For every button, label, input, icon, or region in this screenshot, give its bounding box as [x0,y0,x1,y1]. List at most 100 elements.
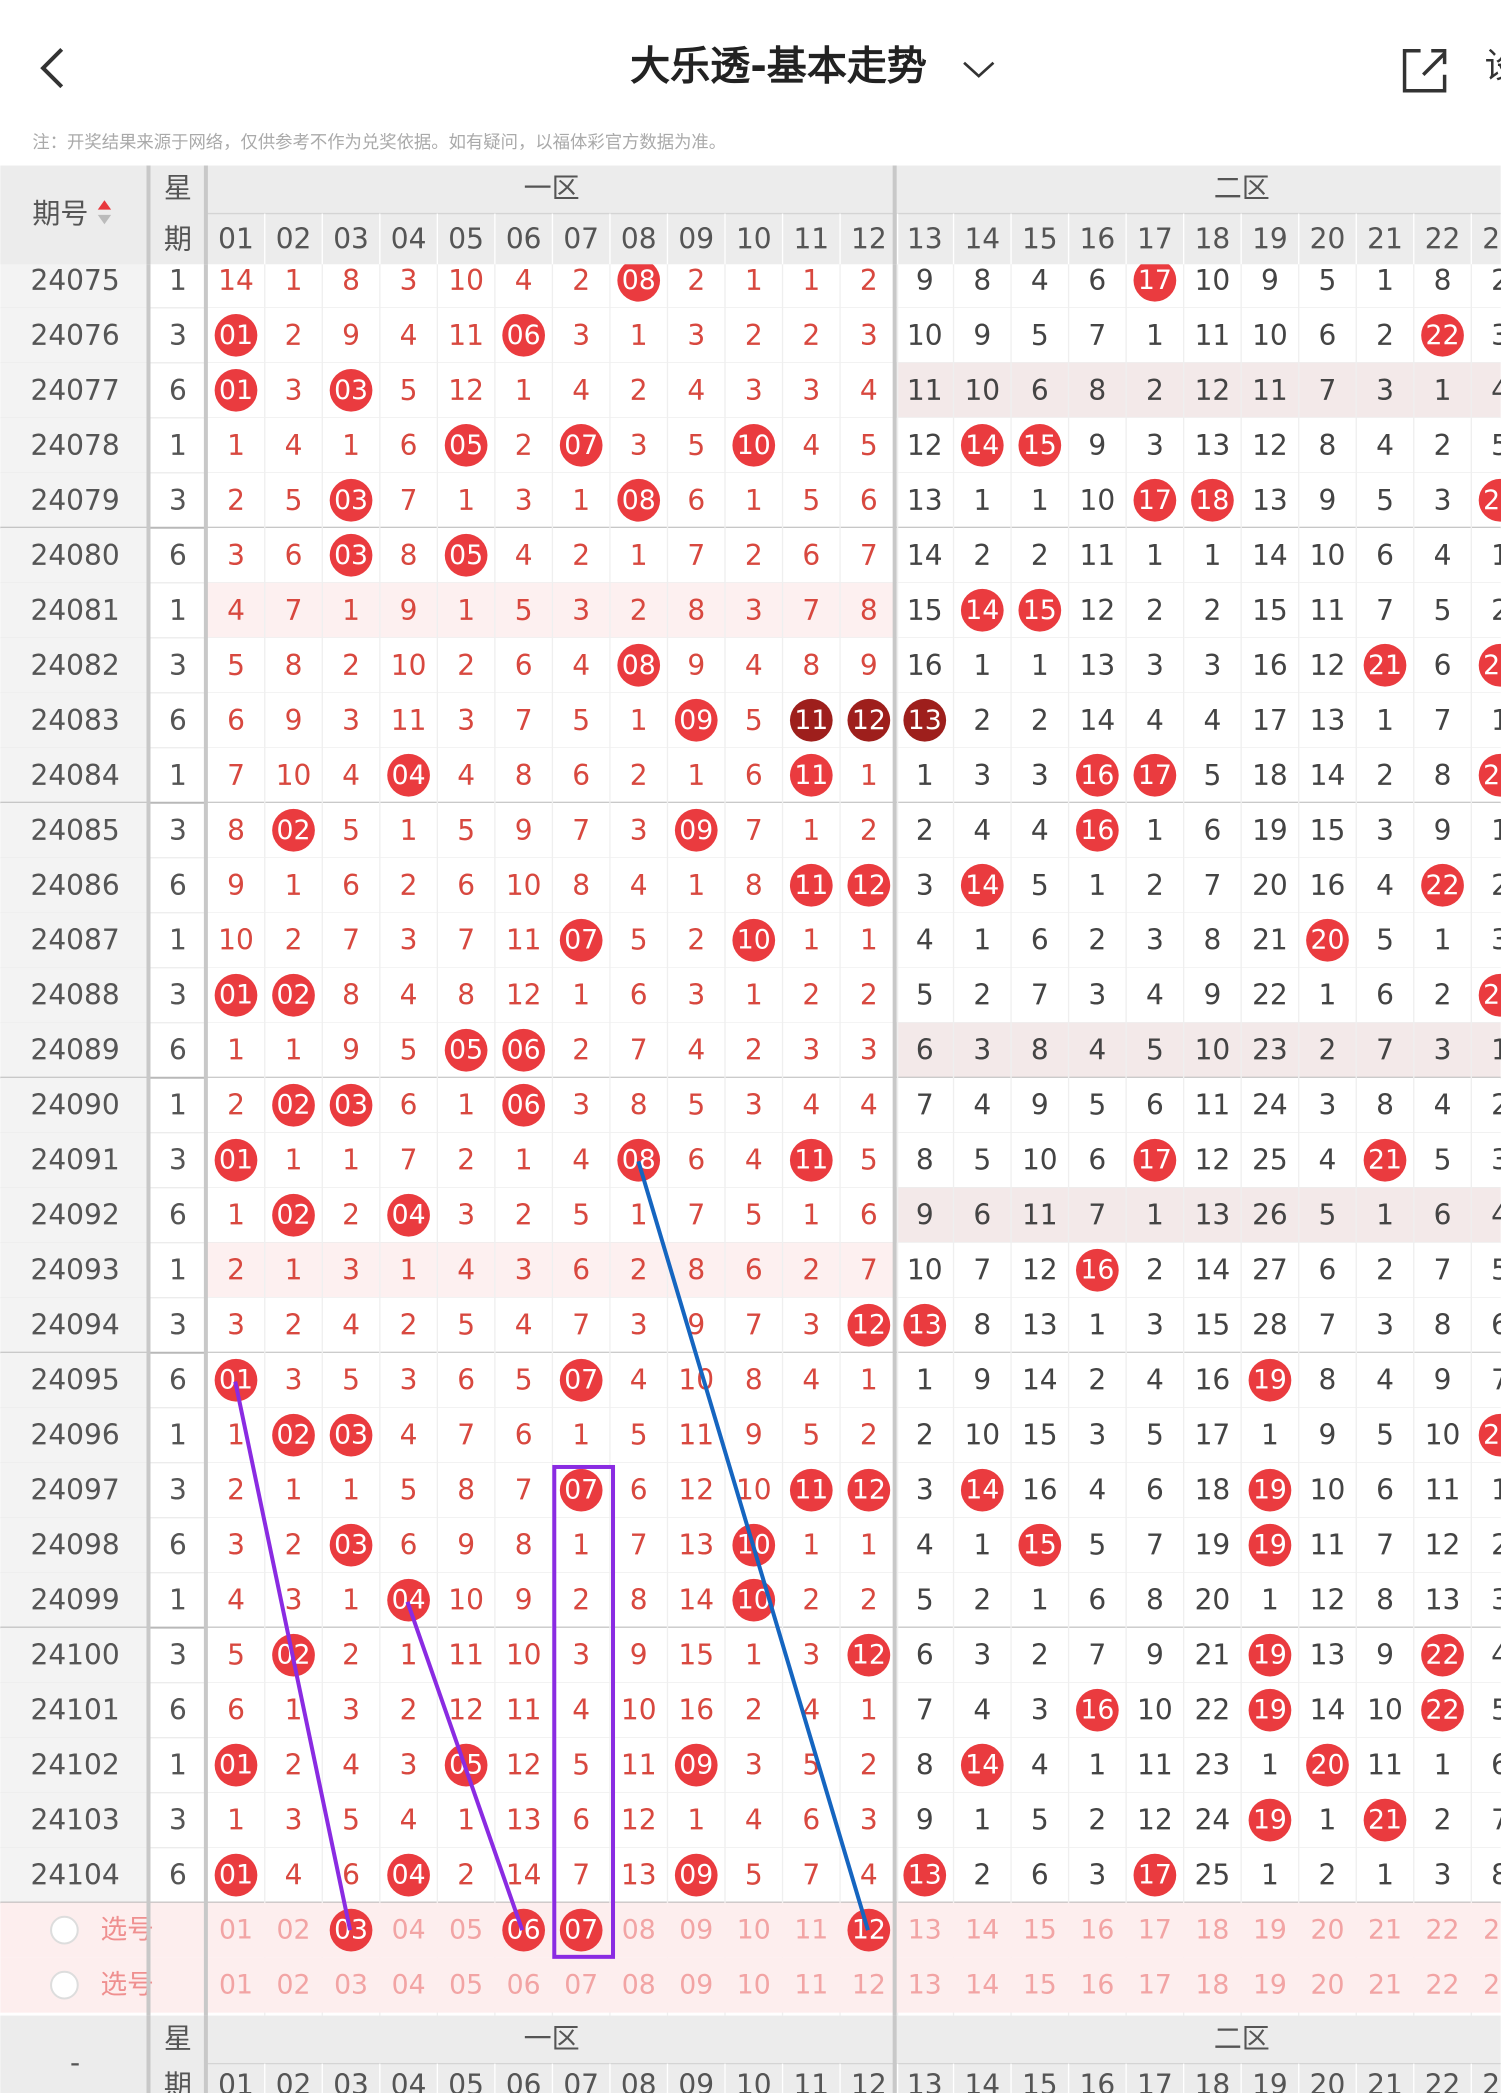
miss-count: 2 [1146,594,1164,627]
number-ball [1133,1853,1177,1897]
ball-number: 09 [679,1750,713,1781]
row-bg [895,912,1501,968]
miss-count: 6 [1031,374,1049,407]
ball-number: 08 [622,265,656,296]
row-bg [207,362,896,418]
pick-radio[interactable] [50,1915,79,1945]
miss-count: 1 [1491,1474,1501,1507]
column-number: 10 [736,2068,772,2093]
miss-count: 9 [860,649,878,682]
number-ball [1421,863,1464,907]
miss-count: 1 [1491,539,1501,572]
miss-count: 1 [572,1529,590,1562]
miss-count: 4 [227,594,245,627]
miss-count: 4 [572,1144,590,1177]
miss-count: 13 [1252,484,1288,517]
number-ball [444,1028,488,1072]
number-ball [617,478,661,522]
miss-count: 6 [1088,1584,1106,1617]
ball-number: 03 [334,1915,368,1946]
disclaimer-note: 注：开奖结果来源于网络，仅供参考不作为兑奖依据。如有疑问，以福体彩官方数据为准。 [32,133,726,153]
miss-count: 6 [1376,1474,1394,1507]
miss-count: 3 [1376,374,1394,407]
number-ball [1248,1688,1292,1732]
settings-link[interactable]: 设置 [1485,47,1501,87]
issue-number: 24097 [31,1474,120,1507]
miss-count: 5 [860,1144,878,1177]
miss-count: 5 [342,814,360,847]
miss-count: 7 [1088,319,1106,352]
miss-count: 2 [1031,1639,1049,1672]
miss-count: 6 [400,1089,418,1122]
miss-count: 11 [1310,1529,1346,1562]
sort-arrow-down[interactable] [97,214,112,225]
miss-count: 3 [745,594,763,627]
miss-count: 1 [1146,539,1164,572]
miss-count: 1 [342,1144,360,1177]
annotation-box [552,1464,616,1959]
ball-number: 15 [1023,595,1057,626]
miss-count: 2 [860,979,878,1012]
back-button[interactable] [40,47,64,89]
miss-count: 4 [1434,1089,1452,1122]
miss-count: 1 [973,1804,991,1837]
miss-count: 2 [1491,1089,1501,1122]
miss-count: 7 [916,1694,934,1727]
miss-count: 10 [218,924,254,957]
miss-count: 4 [572,374,590,407]
column-number: 07 [563,2068,599,2093]
share-button[interactable] [1402,48,1447,93]
miss-count: 5 [572,704,590,737]
miss-count: 18 [1195,1970,1229,2001]
title-dropdown[interactable] [963,61,995,78]
page-title[interactable]: 大乐透-基本走势 [630,44,927,90]
number-ball [1421,313,1464,357]
miss-count: 1 [1146,1199,1164,1232]
pick-radio[interactable] [50,1970,79,2000]
miss-count: 6 [630,1474,648,1507]
miss-count: 3 [1146,429,1164,462]
ball-number: 03 [334,485,368,516]
miss-count: 12 [852,1970,886,2001]
miss-count: 2 [860,1419,878,1452]
miss-count: 6 [1031,1859,1049,1892]
miss-count: 4 [1491,374,1501,407]
miss-count: 1 [1088,1309,1106,1342]
miss-count: 3 [572,1089,590,1122]
miss-count: 2 [1434,1804,1452,1837]
issue-number: 24100 [31,1639,120,1672]
row-bg [895,527,1501,583]
miss-count: 1 [1376,1859,1394,1892]
issue-cell [0,1682,148,1738]
column-number: 03 [333,222,369,255]
miss-count: 21 [1368,1915,1402,1946]
number-ball [1363,1798,1407,1842]
issue-cell [0,692,148,748]
miss-count: 4 [400,979,418,1012]
ball-number: 03 [334,1090,368,1121]
miss-count: 4 [802,1364,820,1397]
ball-number: 15 [1023,430,1057,461]
miss-count: 15 [1252,594,1288,627]
number-ball [1421,1688,1464,1732]
miss-count: 4 [1376,1364,1394,1397]
miss-count: 12 [1022,1254,1058,1287]
weekday: 6 [169,704,187,737]
weekday: 6 [169,374,187,407]
miss-count: 5 [400,1034,418,1067]
miss-count: 13 [678,1529,714,1562]
miss-count: 3 [860,319,878,352]
miss-count: 2 [572,1584,590,1617]
column-number: 05 [448,2068,484,2093]
miss-count: 7 [1376,1529,1394,1562]
miss-count: 10 [1022,1144,1058,1177]
column-number: 03 [333,2068,369,2093]
miss-count: 5 [227,649,245,682]
column-number: 08 [621,222,657,255]
column-number: 21 [1367,2068,1403,2093]
miss-count: 11 [621,1749,657,1782]
miss-count: 14 [965,1915,999,1946]
sort-arrow-up[interactable] [97,200,112,210]
miss-count: 4 [630,869,648,902]
ball-number: 14 [965,1475,999,1506]
